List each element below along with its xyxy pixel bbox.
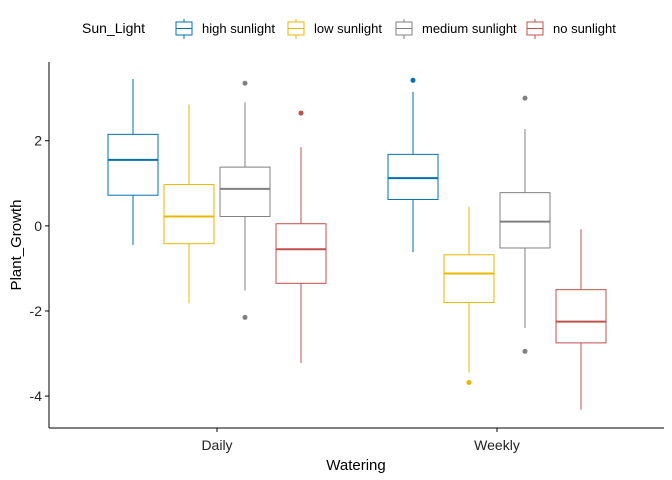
plot-area <box>107 77 607 410</box>
outlier-point <box>242 314 248 320</box>
outlier-point <box>522 95 528 101</box>
box-medium-sunlight-daily <box>219 80 271 320</box>
y-tick-label: -2 <box>30 303 43 319</box>
legend-label: low sunlight <box>314 21 382 36</box>
box-medium-sunlight-weekly <box>499 95 551 354</box>
box-iqr <box>275 223 327 284</box>
legend-label: high sunlight <box>202 21 275 36</box>
axes: Watering Plant_Growth 2 0 -2 -4 Daily Weekly <box>8 62 664 474</box>
box-iqr <box>163 184 215 245</box>
box-iqr <box>387 153 439 200</box>
x-tick-label: Daily <box>201 437 232 453</box>
box-iqr <box>107 133 159 196</box>
legend: Sun_Light high sunlight low sunlight mediu… <box>82 19 616 39</box>
box-iqr <box>219 166 271 217</box>
outlier-point <box>298 110 304 116</box>
legend-item-high-sunlight: high sunlight <box>175 19 275 39</box>
box-high-sunlight-weekly <box>387 77 439 253</box>
legend-label: medium sunlight <box>422 21 517 36</box>
box-no-sunlight-daily <box>275 110 327 363</box>
box-iqr <box>555 289 607 344</box>
legend-title: Sun_Light <box>82 20 145 36</box>
legend-item-no-sunlight: no sunlight <box>526 19 616 39</box>
outlier-point <box>242 80 248 86</box>
y-axis-title: Plant_Growth <box>8 200 25 291</box>
y-tick-label: 0 <box>34 218 42 234</box>
legend-item-medium-sunlight: medium sunlight <box>395 19 517 39</box>
box-no-sunlight-weekly <box>555 229 607 410</box>
box-low-sunlight-daily <box>163 104 215 304</box>
x-axis-title: Watering <box>326 457 385 474</box>
y-tick-label: -4 <box>30 388 43 404</box>
box-low-sunlight-weekly <box>443 206 495 385</box>
x-tick-label: Weekly <box>474 437 520 453</box>
y-tick-label: 2 <box>34 133 42 149</box>
box-iqr <box>443 254 495 303</box>
outlier-point <box>410 77 416 83</box>
box-iqr <box>499 192 551 249</box>
legend-item-low-sunlight: low sunlight <box>287 19 382 39</box>
legend-label: no sunlight <box>553 21 616 36</box>
box-high-sunlight-daily <box>107 79 159 245</box>
outlier-point <box>522 348 528 354</box>
outlier-point <box>466 379 472 385</box>
